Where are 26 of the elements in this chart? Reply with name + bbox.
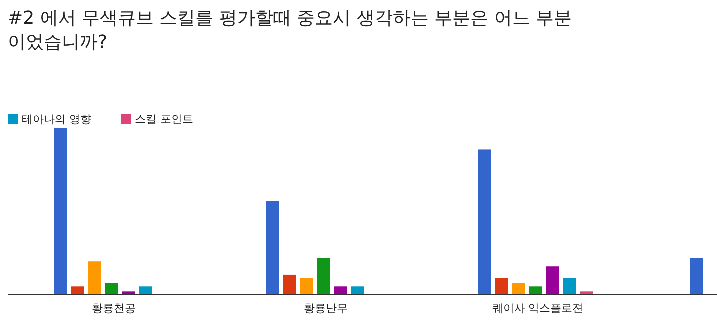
x-tick-label: 황룡난무 [304, 302, 348, 315]
bar [300, 278, 314, 295]
bar [334, 286, 348, 295]
bar [496, 278, 508, 295]
bar [530, 286, 542, 295]
bar [546, 266, 560, 295]
bar [72, 286, 84, 295]
bar [580, 292, 594, 295]
bar [318, 258, 330, 295]
bar [140, 286, 152, 295]
chart-title: #2 에서 무색큐브 스킬를 평가할때 중요시 생각하는 부분은 어느 부분 이었습니까? [8, 8, 572, 53]
x-tick-label: 황룡천공 [92, 302, 136, 315]
bar [690, 258, 704, 295]
legend-label: 테아나의 영향 [22, 113, 92, 126]
bar [106, 283, 118, 295]
bar [266, 201, 280, 295]
x-tick-label: 퀘이사 익스플로젼 [492, 302, 584, 315]
bar [122, 292, 136, 295]
bar [352, 286, 364, 295]
bar [512, 283, 526, 295]
legend-label: 스킬 포인트 [135, 113, 194, 126]
bar [564, 278, 576, 295]
bar [88, 262, 102, 295]
bar [54, 128, 68, 295]
bar [284, 274, 296, 295]
bar [478, 150, 492, 295]
